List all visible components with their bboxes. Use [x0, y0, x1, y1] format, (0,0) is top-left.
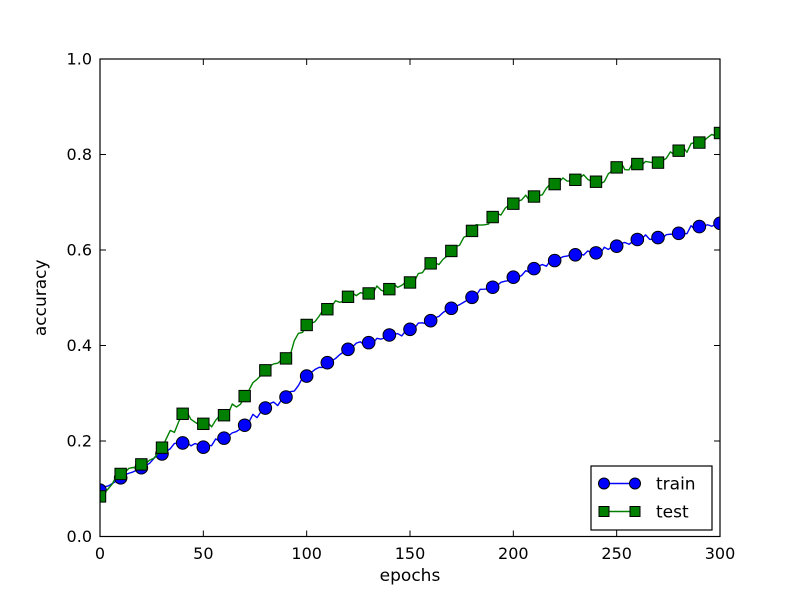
train-marker [568, 247, 583, 262]
test-marker [672, 144, 685, 157]
train-marker [196, 440, 211, 455]
train-marker [527, 261, 541, 276]
y-tick-label: 0.6 [67, 241, 92, 260]
train-marker [237, 418, 252, 433]
axes-frame [99, 58, 721, 538]
test-marker [238, 389, 251, 403]
test-marker [155, 441, 169, 454]
test-marker [217, 409, 231, 422]
legend-label-train: train [656, 475, 696, 495]
train-marker [382, 328, 397, 342]
legend-test-marker [598, 506, 610, 517]
legend-test-marker [629, 506, 641, 517]
legend-box [590, 465, 713, 531]
test-marker [631, 157, 644, 171]
legend-train-marker [598, 477, 610, 490]
train-marker [692, 219, 707, 234]
test-marker [362, 287, 375, 300]
x-tick-label: 50 [193, 544, 213, 563]
test-marker [197, 417, 210, 431]
legend-label-test: test [656, 503, 689, 523]
legend-train-marker [629, 477, 641, 490]
test-marker [424, 257, 437, 270]
test-marker [651, 156, 665, 169]
train-marker [341, 342, 355, 357]
train-marker [258, 401, 273, 415]
test-marker [589, 175, 603, 188]
x-tick-label: 200 [498, 544, 529, 563]
train-marker [485, 280, 500, 295]
x-tick-label: 150 [395, 544, 426, 563]
x-tick-label: 300 [705, 544, 736, 563]
train-marker [444, 301, 459, 316]
train-marker [713, 216, 720, 231]
test-marker [259, 364, 272, 377]
train-marker [299, 369, 314, 383]
y-axis-label: accuracy [31, 259, 51, 336]
test-marker [300, 318, 313, 332]
train-marker [547, 253, 562, 268]
legend: train test [590, 465, 713, 531]
legend-entry-test: test [598, 503, 689, 523]
test-marker [135, 458, 148, 471]
x-tick-label: 0 [95, 544, 105, 563]
train-marker [423, 313, 438, 328]
y-tick-label: 0.2 [67, 432, 92, 451]
train-marker [609, 239, 624, 253]
test-marker [341, 290, 355, 303]
y-tick-label: 0.4 [67, 336, 92, 355]
test-marker [610, 161, 623, 174]
x-axis-label: epochs [380, 566, 441, 586]
train-marker [506, 270, 521, 285]
y-tick-label: 0.0 [67, 527, 92, 546]
train-marker [465, 290, 479, 305]
test-marker [321, 303, 334, 316]
train-marker [589, 246, 603, 260]
test-marker [465, 224, 479, 238]
test-marker [403, 276, 417, 289]
train-marker [175, 436, 190, 450]
test-marker [548, 177, 561, 191]
test-marker [486, 210, 499, 224]
y-tick-label: 1.0 [67, 50, 92, 69]
test-marker [507, 197, 520, 210]
test-marker [114, 467, 127, 481]
train-marker [651, 230, 665, 245]
test-marker [279, 352, 293, 365]
train-marker [320, 355, 335, 370]
test-marker [569, 173, 582, 187]
test-marker [383, 282, 396, 296]
y-tick-label: 0.8 [67, 145, 92, 164]
train-marker [279, 390, 293, 404]
train-marker [361, 335, 376, 350]
x-tick-label: 100 [291, 544, 322, 563]
plot-area [100, 126, 720, 503]
x-tick-label: 250 [601, 544, 632, 563]
train-marker [217, 431, 231, 445]
train-marker [403, 322, 417, 337]
test-marker [445, 244, 458, 258]
train-marker [630, 232, 645, 247]
legend-entry-train: train [598, 475, 696, 495]
test-marker [176, 407, 189, 420]
test-marker [527, 190, 541, 203]
train-marker [671, 226, 686, 241]
test-marker [693, 136, 706, 149]
